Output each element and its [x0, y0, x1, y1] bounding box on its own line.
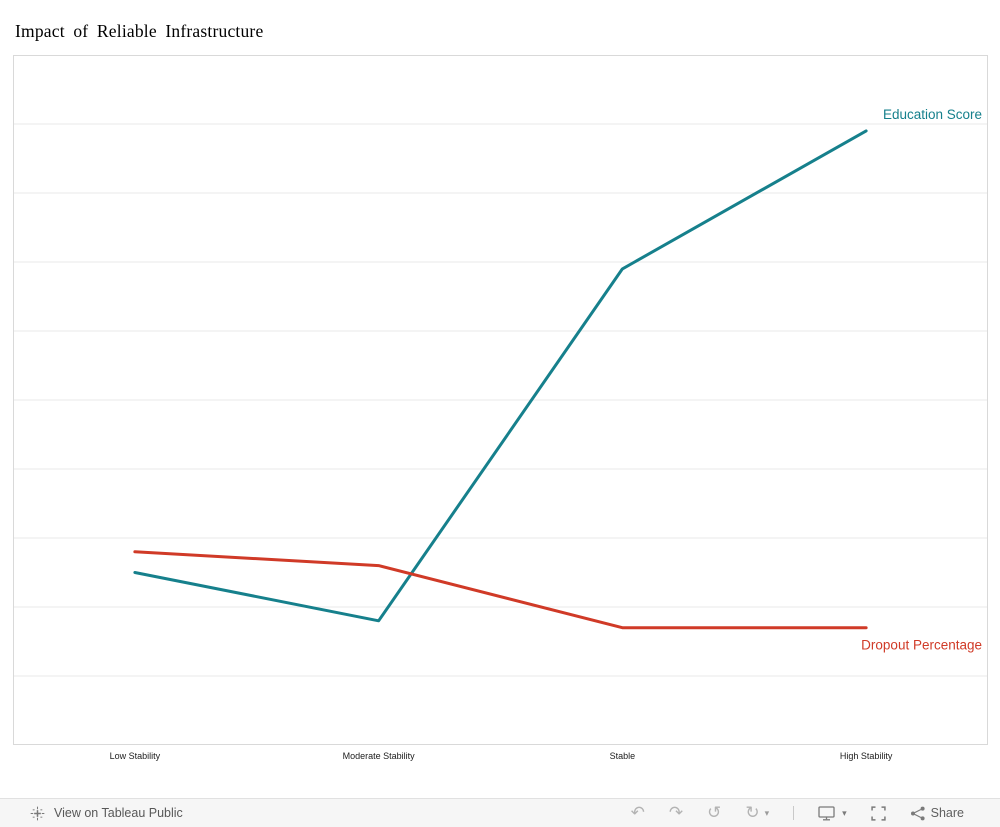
- x-axis-label: Moderate Stability: [342, 751, 415, 761]
- share-button-label: Share: [930, 805, 964, 820]
- redo-icon: ↷: [668, 802, 684, 823]
- download-button[interactable]: ▾: [818, 805, 847, 821]
- download-icon: [818, 805, 837, 821]
- chart-title: Impact of Reliable Infrastructure: [15, 21, 264, 41]
- revert-icon: ↺: [707, 802, 722, 823]
- view-on-tableau-public-link[interactable]: View on Tableau Public: [54, 806, 183, 820]
- x-axis: Low Stability Moderate Stability Stable Hig…: [13, 749, 988, 765]
- x-axis-label: Stable: [609, 751, 636, 761]
- fullscreen-icon: [870, 805, 886, 821]
- toolbar-right: ↶ ↷ ↺ ↻ ▾ ▾: [630, 802, 964, 823]
- undo-icon: ↶: [630, 802, 645, 823]
- x-axis-label: Low Stability: [109, 751, 161, 761]
- plot-border: [13, 55, 988, 745]
- series-line-dropout-percentage[interactable]: [133, 550, 868, 630]
- chevron-down-icon: ▾: [764, 807, 770, 818]
- undo-button[interactable]: ↶: [630, 802, 645, 823]
- share-button[interactable]: Share: [910, 806, 964, 821]
- line-chart[interactable]: Education Score Dropout Percentage: [13, 55, 988, 745]
- toolbar-left: View on Tableau Public: [30, 806, 183, 821]
- tableau-toolbar: View on Tableau Public ↶ ↷ ↺ ↻ ▾ ▾: [0, 798, 1000, 827]
- refresh-button[interactable]: ↻ ▾: [745, 802, 770, 823]
- revert-button[interactable]: ↺: [707, 802, 722, 823]
- series-label-education-score: Education Score: [883, 107, 982, 122]
- tableau-logo-icon[interactable]: [30, 806, 45, 821]
- chart-area: Education Score Dropout Percentage: [13, 55, 988, 745]
- toolbar-divider: [793, 806, 795, 820]
- refresh-icon: ↻: [745, 802, 760, 823]
- redo-button[interactable]: ↷: [668, 802, 684, 823]
- share-icon: [910, 806, 926, 821]
- x-axis-label: High Stability: [839, 751, 893, 761]
- series-label-dropout-percentage: Dropout Percentage: [861, 638, 982, 653]
- fullscreen-button[interactable]: [870, 805, 886, 821]
- series-line-education-score[interactable]: [133, 129, 868, 623]
- chevron-down-icon: ▾: [842, 807, 847, 818]
